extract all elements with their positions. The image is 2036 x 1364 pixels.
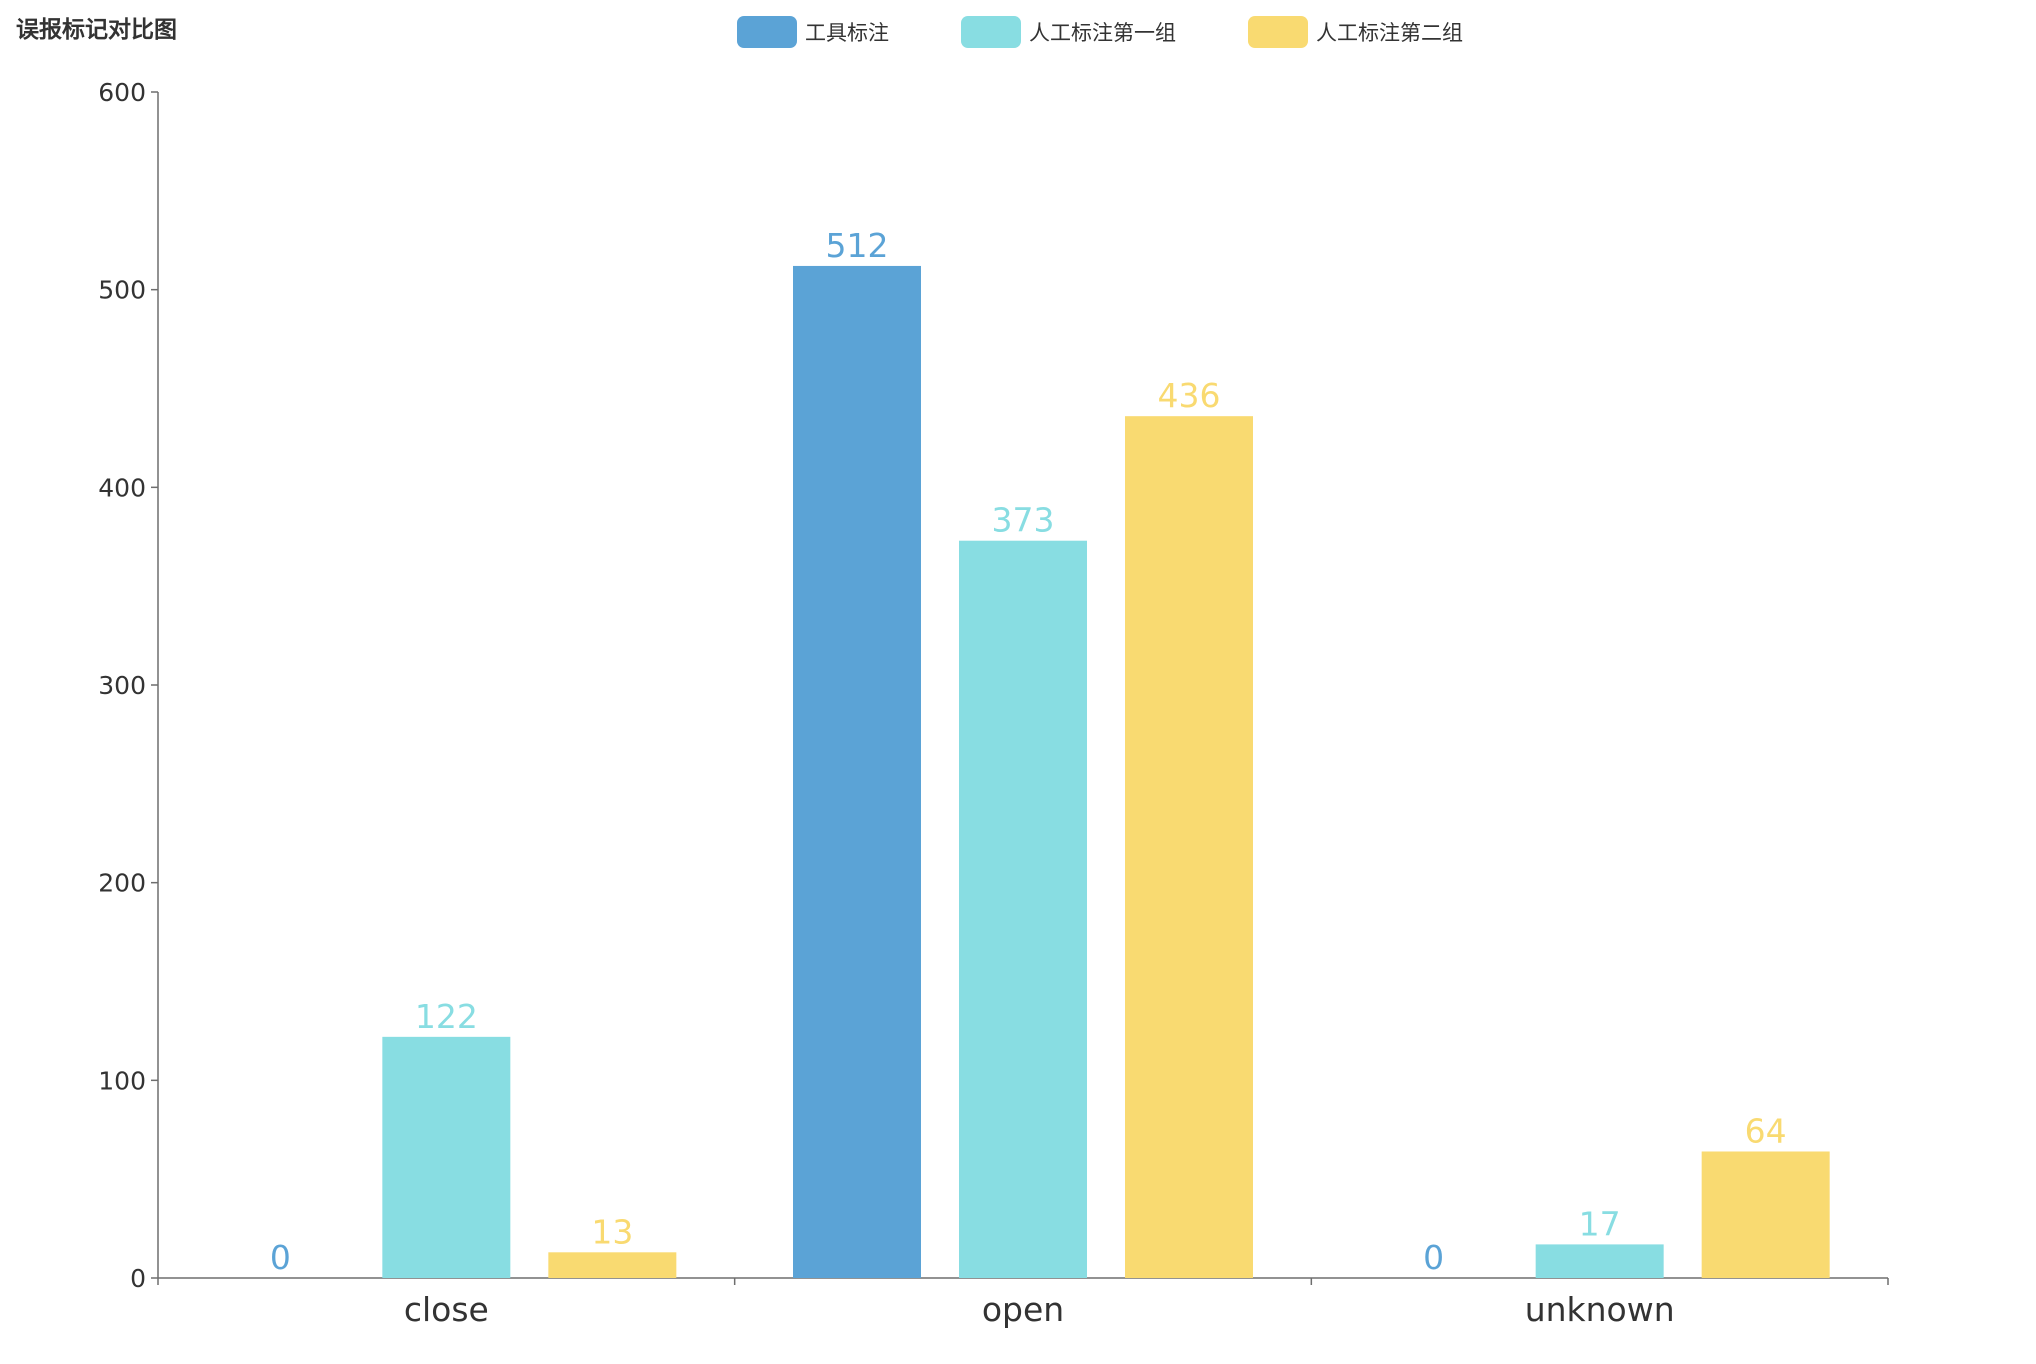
legend-swatch — [961, 16, 1021, 48]
bar-value-label: 512 — [826, 226, 889, 265]
bar-open-series-2[interactable] — [959, 540, 1087, 1278]
bar-labels: 0 122 13 512 373 436 0 17 64 — [270, 226, 1787, 1277]
y-tick-label: 400 — [98, 473, 146, 502]
bar-close-series-2[interactable] — [382, 1036, 511, 1278]
bar-close-series-3[interactable] — [548, 1252, 677, 1278]
bar-value-label: 373 — [992, 501, 1055, 540]
legend-label: 工具标注 — [805, 21, 889, 45]
legend-item-1[interactable]: 工具标注 — [737, 16, 889, 48]
y-tick-label: 500 — [98, 276, 146, 305]
legend[interactable]: 工具标注 人工标注第一组 人工标注第二组 — [737, 16, 1463, 48]
bar-open-series-3[interactable] — [1125, 416, 1253, 1278]
x-tick-label: open — [982, 1290, 1064, 1329]
y-tick-label: 600 — [98, 78, 146, 107]
legend-label: 人工标注第二组 — [1316, 21, 1463, 45]
bar-value-label: 13 — [591, 1212, 633, 1251]
legend-label: 人工标注第一组 — [1029, 21, 1176, 45]
legend-item-3[interactable]: 人工标注第二组 — [1248, 16, 1463, 48]
x-tick-label: close — [404, 1290, 489, 1329]
chart-title: 误报标记对比图 — [16, 17, 177, 43]
x-tick-label: unknown — [1525, 1290, 1675, 1329]
legend-swatch — [1248, 16, 1308, 48]
legend-swatch — [737, 16, 797, 48]
y-tick-label: 300 — [98, 671, 146, 700]
bar-value-label: 122 — [415, 997, 478, 1036]
legend-item-2[interactable]: 人工标注第一组 — [961, 16, 1176, 48]
bar-value-label: 0 — [270, 1238, 291, 1277]
y-tick-label: 0 — [130, 1264, 146, 1293]
bar-value-label: 0 — [1423, 1238, 1444, 1277]
y-tick-label: 100 — [98, 1066, 146, 1095]
y-tick-label: 200 — [98, 869, 146, 898]
bar-value-label: 64 — [1745, 1111, 1787, 1150]
bar-unknown-series-3[interactable] — [1701, 1151, 1830, 1278]
bar-unknown-series-2[interactable] — [1535, 1244, 1664, 1278]
bar-value-label: 17 — [1579, 1204, 1621, 1243]
bars — [382, 265, 1830, 1278]
bar-value-label: 436 — [1158, 376, 1221, 415]
bar-open-series-1[interactable] — [793, 265, 921, 1278]
